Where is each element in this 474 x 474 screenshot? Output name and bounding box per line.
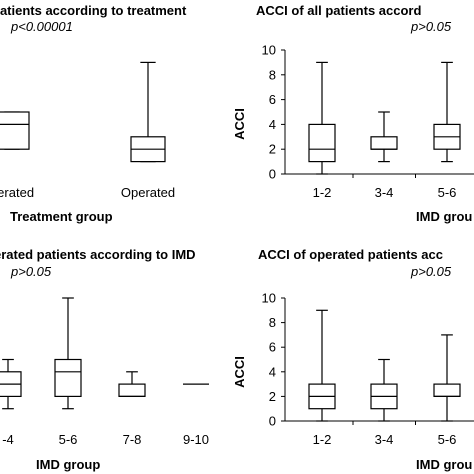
x-category-label: 3-4	[375, 185, 394, 200]
x-category-label: 3-4	[375, 432, 394, 447]
y-tick-label: 4	[269, 364, 276, 379]
panel-acci-operated: ACCI of operated patients acc p>0.05 ACC…	[232, 247, 474, 472]
y-tick-label: 0	[269, 167, 276, 182]
panel-3-title: erated patients according to IMD	[0, 247, 196, 262]
panel-3-pvalue: p>0.05	[10, 264, 52, 279]
x-category-label: 5-6	[438, 432, 457, 447]
x-category-label: 7-8	[123, 432, 142, 447]
panel-acci-all: ACCI of all patients accord p>0.05 ACCI …	[232, 3, 474, 224]
iqr-box	[370, 136, 398, 150]
box-plot-perated	[0, 111, 30, 150]
box-plot-Operated	[130, 61, 166, 163]
x-category-label: 1-2	[313, 185, 332, 200]
y-tick-label: 2	[269, 142, 276, 157]
iqr-box	[0, 111, 30, 150]
y-tick-label: 10	[262, 43, 276, 58]
box-plot-3-4	[370, 358, 398, 422]
panel-operated-imd: erated patients according to IMD p>0.05 …	[0, 247, 209, 472]
panel-4-plot: 0 2 4 6 8 10 1-2 3-4 5-6	[262, 291, 474, 447]
panel-3-xlabel: IMD group	[36, 457, 100, 472]
panel-4-ylabel: ACCI	[232, 356, 247, 388]
iqr-box	[54, 358, 82, 398]
box-plot--4	[0, 358, 22, 410]
panel-4-pvalue: p>0.05	[410, 264, 452, 279]
panel-2-title: ACCI of all patients accord	[256, 3, 421, 18]
iqr-box	[433, 383, 461, 398]
x-category-label: 1-2	[313, 432, 332, 447]
x-category-label: 5-6	[438, 185, 457, 200]
panel-2-xlabel: IMD grou	[416, 209, 472, 224]
panel-4-xlabel: IMD grou	[416, 457, 472, 472]
box-plot-5-6	[54, 297, 82, 410]
x-category-label: 5-6	[59, 432, 78, 447]
panel-1-xlabel: Treatment group	[10, 209, 113, 224]
y-tick-label: 4	[269, 117, 276, 132]
y-tick-label: 6	[269, 340, 276, 355]
box-plot-5-6	[433, 61, 461, 163]
panel-treatment: patients according to treatment p<0.0000…	[0, 3, 187, 224]
panel-4-title: ACCI of operated patients acc	[258, 247, 443, 262]
x-category-label: Operated	[121, 185, 175, 200]
x-category-label: 9-10	[183, 432, 209, 447]
box-plot-1-2	[308, 61, 336, 175]
panel-2-plot: 0 2 4 6 8 10 1-2 3-4 5-6	[262, 43, 474, 200]
panel-2-pvalue: p>0.05	[410, 19, 452, 34]
y-tick-label: 2	[269, 389, 276, 404]
panel-1-title: patients according to treatment	[0, 3, 187, 18]
panel-1-pvalue: p<0.00001	[10, 19, 73, 34]
panel-2-ylabel: ACCI	[232, 108, 247, 140]
panel-3-plot: -4 5-6 7-8 9-10	[0, 297, 209, 447]
y-tick-label: 0	[269, 414, 276, 429]
x-category-label: perated	[0, 185, 34, 200]
box-plot-7-8	[118, 371, 146, 398]
box-plot-5-6	[433, 334, 461, 422]
y-tick-label: 6	[269, 92, 276, 107]
box-plot-3-4	[370, 111, 398, 163]
x-category-label: -4	[2, 432, 14, 447]
box-plot-1-2	[308, 309, 336, 422]
y-tick-label: 10	[262, 291, 276, 306]
iqr-box	[308, 123, 336, 163]
y-tick-label: 8	[269, 315, 276, 330]
iqr-box	[118, 383, 146, 398]
y-tick-label: 8	[269, 67, 276, 82]
panel-1-plot: perated Operated	[0, 61, 175, 200]
